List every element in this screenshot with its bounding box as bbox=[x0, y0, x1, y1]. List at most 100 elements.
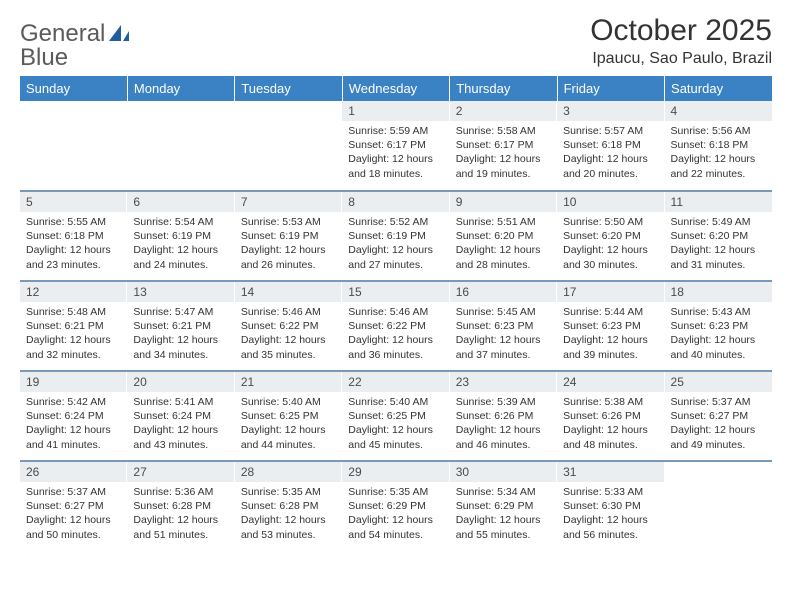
calendar-cell: 14Sunrise: 5:46 AMSunset: 6:22 PMDayligh… bbox=[235, 281, 342, 371]
day-body: Sunrise: 5:51 AMSunset: 6:20 PMDaylight:… bbox=[450, 212, 557, 278]
calendar-cell bbox=[127, 101, 234, 191]
logo: General bbox=[20, 14, 133, 48]
day-body: Sunrise: 5:47 AMSunset: 6:21 PMDaylight:… bbox=[127, 302, 234, 368]
day-number: 2 bbox=[450, 101, 557, 121]
day-body: Sunrise: 5:56 AMSunset: 6:18 PMDaylight:… bbox=[665, 121, 772, 187]
day-number: 21 bbox=[235, 372, 342, 392]
calendar-cell bbox=[235, 101, 342, 191]
day-body: Sunrise: 5:42 AMSunset: 6:24 PMDaylight:… bbox=[20, 392, 127, 458]
day-body: Sunrise: 5:38 AMSunset: 6:26 PMDaylight:… bbox=[557, 392, 664, 458]
calendar-cell: 27Sunrise: 5:36 AMSunset: 6:28 PMDayligh… bbox=[127, 461, 234, 551]
day-body: Sunrise: 5:40 AMSunset: 6:25 PMDaylight:… bbox=[235, 392, 342, 458]
day-number: 25 bbox=[665, 372, 772, 392]
calendar-week: 19Sunrise: 5:42 AMSunset: 6:24 PMDayligh… bbox=[20, 371, 772, 461]
calendar-cell: 29Sunrise: 5:35 AMSunset: 6:29 PMDayligh… bbox=[342, 461, 449, 551]
weekday-header: Wednesday bbox=[342, 76, 449, 101]
day-number: 30 bbox=[450, 462, 557, 482]
day-number: 16 bbox=[450, 282, 557, 302]
calendar-cell: 11Sunrise: 5:49 AMSunset: 6:20 PMDayligh… bbox=[665, 191, 772, 281]
weekday-header: Friday bbox=[557, 76, 664, 101]
calendar-cell: 5Sunrise: 5:55 AMSunset: 6:18 PMDaylight… bbox=[20, 191, 127, 281]
calendar-cell: 16Sunrise: 5:45 AMSunset: 6:23 PMDayligh… bbox=[450, 281, 557, 371]
calendar-week: 26Sunrise: 5:37 AMSunset: 6:27 PMDayligh… bbox=[20, 461, 772, 551]
calendar-cell: 8Sunrise: 5:52 AMSunset: 6:19 PMDaylight… bbox=[342, 191, 449, 281]
calendar-cell: 30Sunrise: 5:34 AMSunset: 6:29 PMDayligh… bbox=[450, 461, 557, 551]
day-number: 18 bbox=[665, 282, 772, 302]
day-number: 8 bbox=[342, 192, 449, 212]
day-body: Sunrise: 5:37 AMSunset: 6:27 PMDaylight:… bbox=[20, 482, 127, 548]
logo-sail-icon bbox=[107, 23, 133, 45]
day-body: Sunrise: 5:48 AMSunset: 6:21 PMDaylight:… bbox=[20, 302, 127, 368]
month-title: October 2025 bbox=[590, 14, 772, 48]
calendar-cell: 24Sunrise: 5:38 AMSunset: 6:26 PMDayligh… bbox=[557, 371, 664, 461]
calendar-cell: 13Sunrise: 5:47 AMSunset: 6:21 PMDayligh… bbox=[127, 281, 234, 371]
day-number: 20 bbox=[127, 372, 234, 392]
weekday-header: Sunday bbox=[20, 76, 127, 101]
day-number: 1 bbox=[342, 101, 449, 121]
day-number: 29 bbox=[342, 462, 449, 482]
title-block: October 2025 Ipaucu, Sao Paulo, Brazil bbox=[590, 14, 772, 68]
day-body: Sunrise: 5:39 AMSunset: 6:26 PMDaylight:… bbox=[450, 392, 557, 458]
day-body: Sunrise: 5:36 AMSunset: 6:28 PMDaylight:… bbox=[127, 482, 234, 548]
day-body: Sunrise: 5:33 AMSunset: 6:30 PMDaylight:… bbox=[557, 482, 664, 548]
calendar-cell: 31Sunrise: 5:33 AMSunset: 6:30 PMDayligh… bbox=[557, 461, 664, 551]
calendar-cell: 7Sunrise: 5:53 AMSunset: 6:19 PMDaylight… bbox=[235, 191, 342, 281]
day-body: Sunrise: 5:43 AMSunset: 6:23 PMDaylight:… bbox=[665, 302, 772, 368]
calendar-cell: 22Sunrise: 5:40 AMSunset: 6:25 PMDayligh… bbox=[342, 371, 449, 461]
calendar-cell: 20Sunrise: 5:41 AMSunset: 6:24 PMDayligh… bbox=[127, 371, 234, 461]
day-number: 28 bbox=[235, 462, 342, 482]
day-number: 3 bbox=[557, 101, 664, 121]
day-number: 27 bbox=[127, 462, 234, 482]
day-number: 23 bbox=[450, 372, 557, 392]
calendar-cell: 3Sunrise: 5:57 AMSunset: 6:18 PMDaylight… bbox=[557, 101, 664, 191]
day-body: Sunrise: 5:52 AMSunset: 6:19 PMDaylight:… bbox=[342, 212, 449, 278]
day-number: 4 bbox=[665, 101, 772, 121]
day-number: 6 bbox=[127, 192, 234, 212]
day-body: Sunrise: 5:49 AMSunset: 6:20 PMDaylight:… bbox=[665, 212, 772, 278]
day-body: Sunrise: 5:54 AMSunset: 6:19 PMDaylight:… bbox=[127, 212, 234, 278]
day-body: Sunrise: 5:53 AMSunset: 6:19 PMDaylight:… bbox=[235, 212, 342, 278]
calendar-cell: 9Sunrise: 5:51 AMSunset: 6:20 PMDaylight… bbox=[450, 191, 557, 281]
calendar-cell: 12Sunrise: 5:48 AMSunset: 6:21 PMDayligh… bbox=[20, 281, 127, 371]
calendar-week: 1Sunrise: 5:59 AMSunset: 6:17 PMDaylight… bbox=[20, 101, 772, 191]
location-text: Ipaucu, Sao Paulo, Brazil bbox=[590, 50, 772, 68]
calendar-cell: 19Sunrise: 5:42 AMSunset: 6:24 PMDayligh… bbox=[20, 371, 127, 461]
day-body: Sunrise: 5:55 AMSunset: 6:18 PMDaylight:… bbox=[20, 212, 127, 278]
weekday-header: Monday bbox=[127, 76, 234, 101]
day-body: Sunrise: 5:35 AMSunset: 6:28 PMDaylight:… bbox=[235, 482, 342, 548]
calendar-body: 1Sunrise: 5:59 AMSunset: 6:17 PMDaylight… bbox=[20, 101, 772, 551]
weekday-header: Tuesday bbox=[235, 76, 342, 101]
day-number: 17 bbox=[557, 282, 664, 302]
day-body: Sunrise: 5:58 AMSunset: 6:17 PMDaylight:… bbox=[450, 121, 557, 187]
day-number: 13 bbox=[127, 282, 234, 302]
day-body: Sunrise: 5:44 AMSunset: 6:23 PMDaylight:… bbox=[557, 302, 664, 368]
header: General October 2025 Ipaucu, Sao Paulo, … bbox=[20, 14, 772, 68]
day-number: 10 bbox=[557, 192, 664, 212]
day-number: 19 bbox=[20, 372, 127, 392]
day-number: 15 bbox=[342, 282, 449, 302]
calendar-table: SundayMondayTuesdayWednesdayThursdayFrid… bbox=[20, 76, 772, 551]
day-number: 12 bbox=[20, 282, 127, 302]
day-number: 9 bbox=[450, 192, 557, 212]
calendar-cell: 28Sunrise: 5:35 AMSunset: 6:28 PMDayligh… bbox=[235, 461, 342, 551]
calendar-cell: 23Sunrise: 5:39 AMSunset: 6:26 PMDayligh… bbox=[450, 371, 557, 461]
calendar-cell: 21Sunrise: 5:40 AMSunset: 6:25 PMDayligh… bbox=[235, 371, 342, 461]
day-number: 31 bbox=[557, 462, 664, 482]
weekday-header: Saturday bbox=[665, 76, 772, 101]
calendar-cell bbox=[665, 461, 772, 551]
calendar-cell: 10Sunrise: 5:50 AMSunset: 6:20 PMDayligh… bbox=[557, 191, 664, 281]
calendar-cell: 15Sunrise: 5:46 AMSunset: 6:22 PMDayligh… bbox=[342, 281, 449, 371]
calendar-week: 5Sunrise: 5:55 AMSunset: 6:18 PMDaylight… bbox=[20, 191, 772, 281]
calendar-cell: 4Sunrise: 5:56 AMSunset: 6:18 PMDaylight… bbox=[665, 101, 772, 191]
calendar-cell: 25Sunrise: 5:37 AMSunset: 6:27 PMDayligh… bbox=[665, 371, 772, 461]
logo-text-b: Blue bbox=[20, 44, 68, 72]
calendar-cell: 1Sunrise: 5:59 AMSunset: 6:17 PMDaylight… bbox=[342, 101, 449, 191]
day-body: Sunrise: 5:46 AMSunset: 6:22 PMDaylight:… bbox=[342, 302, 449, 368]
day-body: Sunrise: 5:50 AMSunset: 6:20 PMDaylight:… bbox=[557, 212, 664, 278]
day-number: 7 bbox=[235, 192, 342, 212]
calendar-head: SundayMondayTuesdayWednesdayThursdayFrid… bbox=[20, 76, 772, 101]
day-number: 26 bbox=[20, 462, 127, 482]
calendar-cell: 18Sunrise: 5:43 AMSunset: 6:23 PMDayligh… bbox=[665, 281, 772, 371]
day-body: Sunrise: 5:46 AMSunset: 6:22 PMDaylight:… bbox=[235, 302, 342, 368]
day-number: 11 bbox=[665, 192, 772, 212]
